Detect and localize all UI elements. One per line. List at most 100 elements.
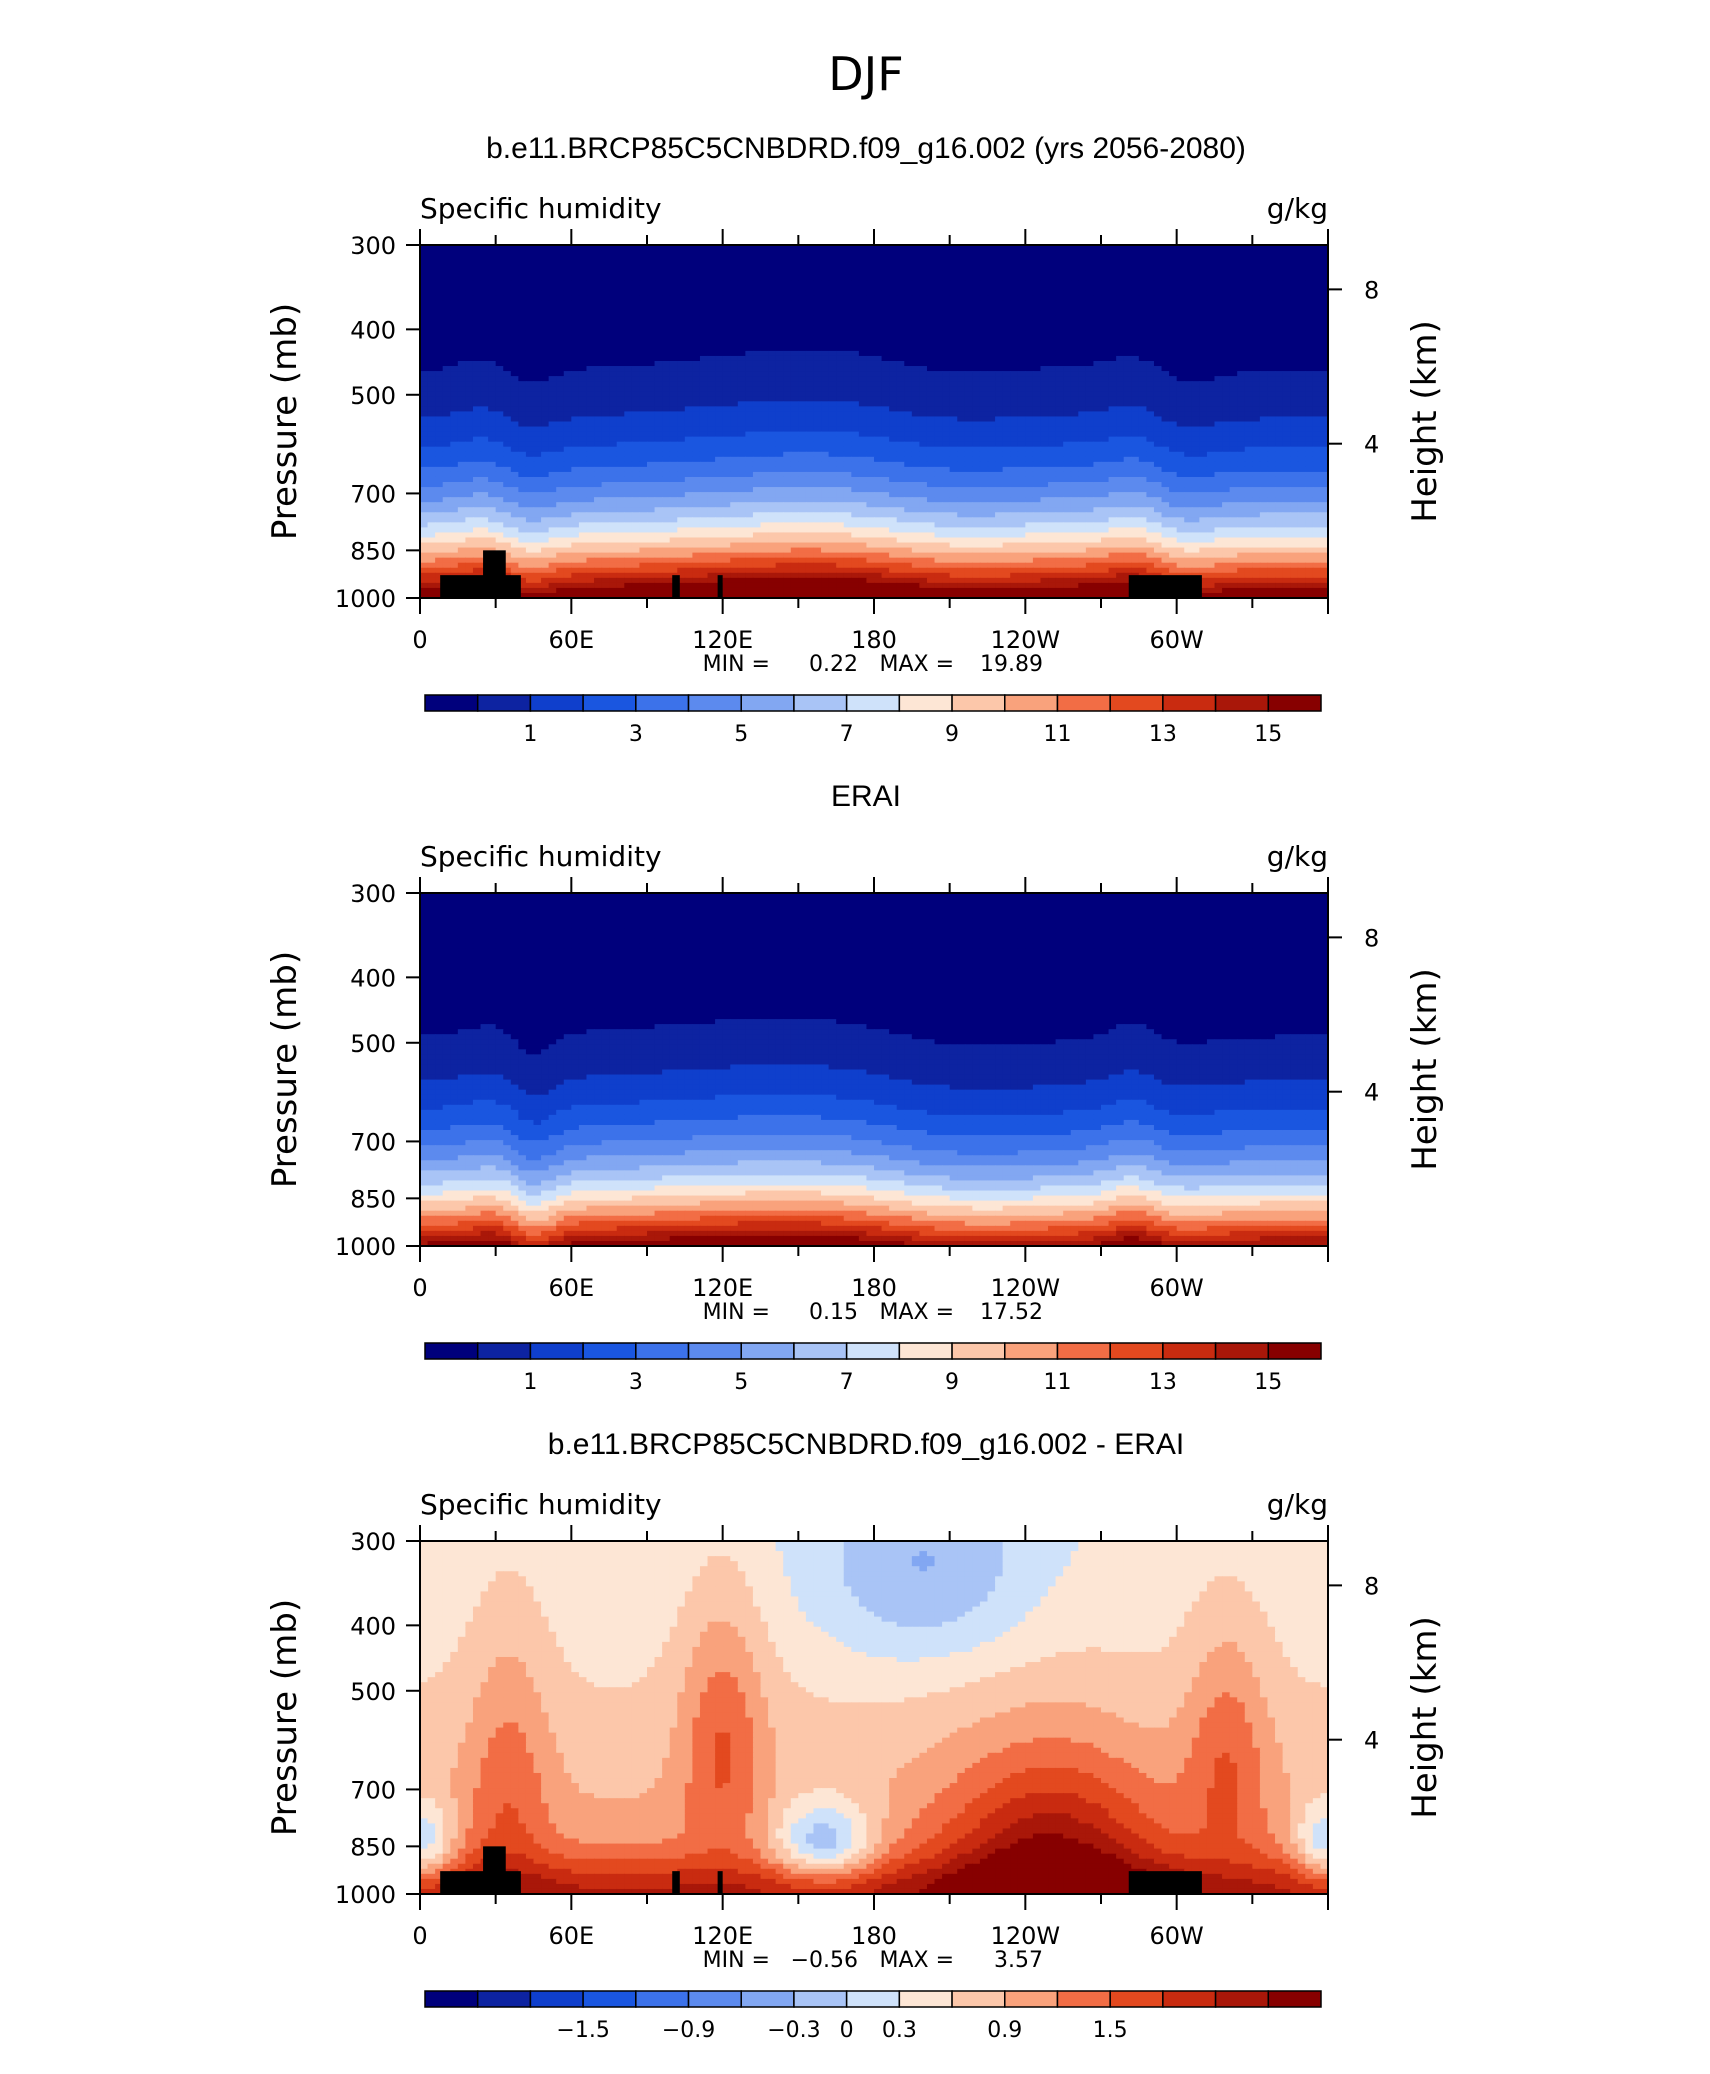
field-cell: [1206, 350, 1216, 357]
field-cell: [707, 391, 716, 397]
field-cell: [1214, 290, 1223, 297]
field-cell: [525, 325, 535, 332]
field-cell: [866, 345, 875, 352]
field-cell: [836, 431, 845, 438]
field-cell: [609, 386, 618, 392]
field-cell: [715, 300, 724, 307]
field-cell: [889, 315, 898, 322]
field-cell: [457, 406, 466, 413]
field-cell: [677, 315, 686, 322]
field-cell: [609, 376, 618, 382]
field-cell: [1070, 245, 1079, 251]
field-cell: [1206, 416, 1216, 423]
field-cell: [1032, 371, 1042, 377]
field-cell: [715, 305, 724, 312]
field-cell: [1002, 330, 1011, 337]
field-cell: [972, 295, 981, 302]
field-cell: [533, 350, 542, 357]
field-cell: [745, 305, 754, 312]
field-cell: [911, 305, 920, 312]
field-cell: [843, 350, 852, 357]
field-cell: [624, 300, 633, 307]
field-cell: [1297, 401, 1306, 407]
field-cell: [987, 421, 996, 428]
field-cell: [1078, 381, 1087, 387]
field-cell: [1244, 436, 1253, 443]
field-cell: [957, 260, 966, 266]
field-cell: [881, 421, 890, 428]
field-cell: [1312, 441, 1322, 448]
field-cell: [669, 355, 678, 362]
field-cell: [1191, 290, 1200, 297]
field-cell: [1244, 335, 1253, 342]
field-cell: [1275, 421, 1284, 428]
field-cell: [533, 280, 542, 286]
field-cell: [851, 401, 860, 407]
field-cell: [1138, 416, 1147, 423]
field-cell: [874, 260, 883, 266]
field-cell: [1267, 441, 1276, 448]
field-cell: [1252, 270, 1261, 276]
field-cell: [987, 290, 996, 297]
field-cell: [450, 305, 459, 312]
field-cell: [995, 441, 1004, 448]
field-cell: [979, 426, 989, 433]
field-cell: [768, 376, 777, 382]
field-cell: [639, 451, 648, 458]
field-cell: [684, 421, 693, 428]
field-cell: [874, 406, 883, 413]
field-cell: [957, 366, 966, 372]
field-cell: [563, 350, 572, 357]
field-cell: [1138, 270, 1147, 276]
field-cell: [1229, 406, 1238, 413]
field-cell: [1123, 255, 1132, 261]
field-cell: [1010, 295, 1019, 302]
field-cell: [760, 340, 769, 347]
field-cell: [1169, 300, 1178, 307]
field-cell: [1055, 360, 1064, 367]
field-cell: [1199, 320, 1208, 327]
field-cell: [548, 305, 557, 312]
field-cell: [427, 305, 436, 312]
field-cell: [775, 431, 784, 438]
field-cell: [1290, 446, 1299, 453]
field-cell: [979, 396, 989, 402]
field-cell: [1199, 295, 1208, 302]
field-cell: [1214, 285, 1223, 291]
field-cell: [896, 260, 905, 266]
field-cell: [1229, 320, 1238, 327]
field-cell: [442, 421, 451, 428]
field-cell: [699, 426, 709, 433]
field-cell: [450, 300, 459, 307]
field-cell: [480, 270, 489, 276]
field-cell: [866, 300, 875, 307]
field-cell: [669, 325, 678, 332]
field-cell: [1048, 250, 1057, 256]
field-cell: [647, 381, 656, 387]
field-cell: [1259, 285, 1269, 291]
field-cell: [1290, 275, 1299, 281]
field-cell: [450, 330, 459, 337]
field-cell: [1199, 325, 1208, 332]
field-cell: [760, 330, 769, 337]
field-cell: [1146, 436, 1155, 443]
field-cell: [1002, 386, 1011, 392]
field-cell: [1055, 366, 1064, 372]
field-cell: [707, 411, 716, 418]
field-cell: [556, 350, 565, 357]
field-cell: [919, 340, 928, 347]
field-cell: [964, 330, 973, 337]
field-cell: [1161, 441, 1170, 448]
field-cell: [1078, 290, 1087, 297]
field-cell: [1032, 446, 1042, 453]
field-cell: [843, 245, 852, 251]
field-cell: [1222, 386, 1231, 392]
field-cell: [594, 451, 603, 458]
field-cell: [1320, 371, 1329, 377]
field-cell: [942, 426, 951, 433]
field-cell: [836, 315, 845, 322]
field-cell: [1055, 285, 1064, 291]
field-cell: [934, 285, 943, 291]
field-cell: [518, 270, 527, 276]
field-cell: [1123, 300, 1132, 307]
